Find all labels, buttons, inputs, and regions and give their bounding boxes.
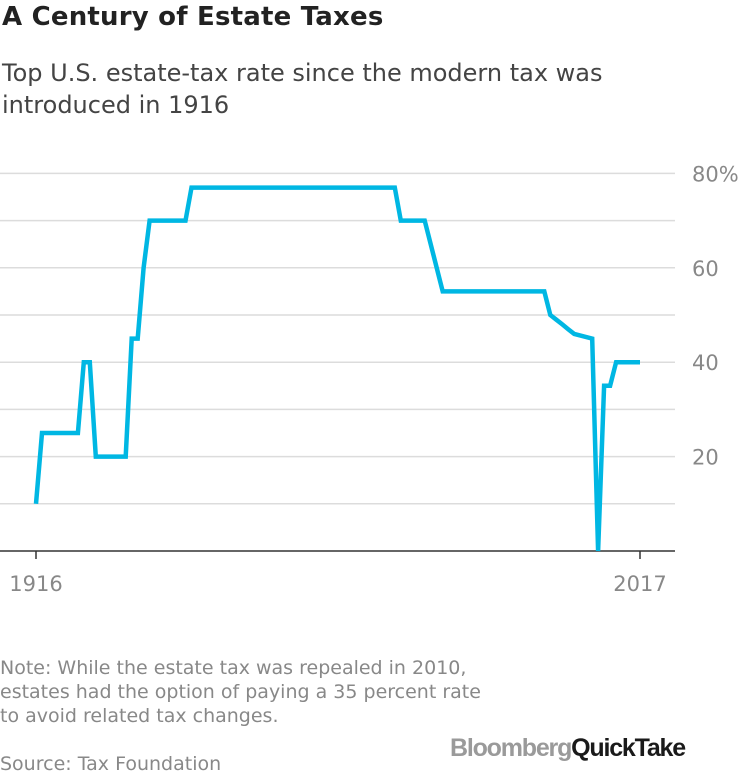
logo-quicktake-text: QuickTake xyxy=(571,734,686,762)
x-tick-label-2017: 2017 xyxy=(613,572,666,596)
x-axis xyxy=(0,550,675,559)
series-line-0 xyxy=(33,185,640,552)
chart-source: Source: Tax Foundation xyxy=(0,753,222,775)
chart-subtitle: Top U.S. estate-tax rate since the moder… xyxy=(2,59,603,119)
y-tick-label-60: 60 xyxy=(692,257,719,281)
chart-note: Note: While the estate tax was repealed … xyxy=(0,657,481,727)
gridlines xyxy=(0,172,675,505)
bloomberg-quicktake-logo: BloombergQuickTake xyxy=(450,734,686,763)
x-tick-label-1916: 1916 xyxy=(9,572,62,596)
logo-bloomberg-text: Bloomberg xyxy=(450,734,572,762)
series-line-layer xyxy=(33,185,640,552)
y-tick-label-20: 20 xyxy=(692,446,719,470)
tick-labels: 1916 2017 20 40 60 80% xyxy=(9,162,738,596)
estate-tax-line-chart: 1916 2017 20 40 60 80% xyxy=(0,162,739,596)
y-tick-label-80: 80% xyxy=(692,162,739,186)
y-tick-label-40: 40 xyxy=(692,351,719,375)
chart-title: A Century of Estate Taxes xyxy=(2,2,384,32)
